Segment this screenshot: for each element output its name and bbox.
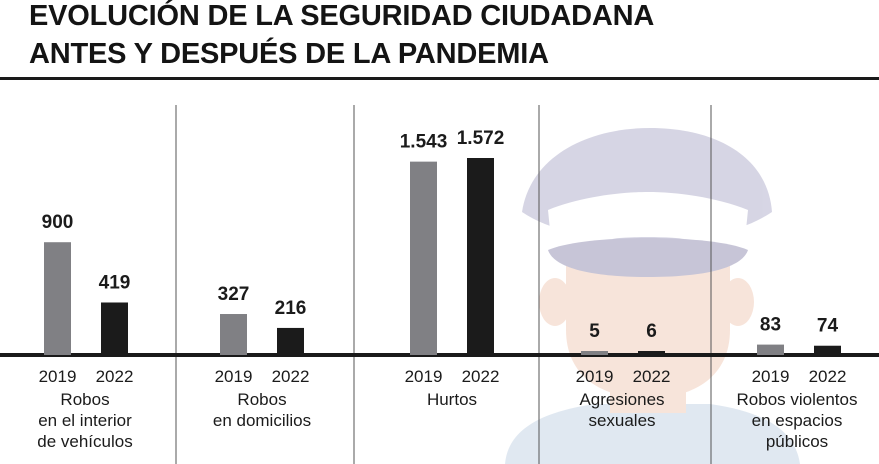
illustration-ear-left — [539, 278, 571, 326]
value-label-5-2022: 74 — [817, 316, 839, 337]
bar-5-2019 — [757, 344, 784, 355]
value-label-2-2022: 216 — [275, 298, 307, 319]
bar-3-2022 — [467, 158, 494, 355]
chart-title-line-1: EVOLUCIÓN DE LA SEGURIDAD CIUDADANA — [29, 0, 655, 32]
value-label-1-2019: 900 — [42, 212, 74, 233]
bar-1-2022 — [101, 302, 128, 355]
year-label-4-2022: 2022 — [633, 367, 671, 386]
bar-2-2019 — [220, 314, 247, 355]
year-label-1-2019: 2019 — [39, 367, 77, 386]
chart-title-line-2: ANTES Y DESPUÉS DE LA PANDEMIA — [29, 38, 549, 70]
year-label-4-2019: 2019 — [576, 367, 614, 386]
value-label-4-2019: 5 — [589, 321, 600, 342]
category-label-5-line-3: públicos — [766, 432, 828, 451]
bar-2-2022 — [277, 327, 304, 355]
illustration-cap-band — [548, 192, 748, 250]
police-officer-illustration — [505, 128, 800, 464]
year-label-5-2019: 2019 — [752, 367, 790, 386]
bars-group — [44, 158, 841, 355]
bar-1-2019 — [44, 242, 71, 355]
category-label-5-line-1: Robos violentos — [737, 390, 858, 409]
bar-4-2019 — [581, 351, 608, 355]
value-label-2-2019: 327 — [218, 284, 250, 305]
category-label-2-line-1: Robos — [237, 390, 286, 409]
value-label-3-2019: 1.543 — [400, 132, 448, 153]
baseline — [0, 353, 879, 357]
value-label-3-2022: 1.572 — [457, 128, 505, 149]
year-label-5-2022: 2022 — [809, 367, 847, 386]
illustration-face — [566, 255, 730, 398]
category-label-5-line-2: en espacios — [752, 411, 843, 430]
bar-4-2022 — [638, 351, 665, 355]
value-label-5-2019: 83 — [760, 315, 781, 336]
year-label-3-2022: 2022 — [462, 367, 500, 386]
category-label-1-line-3: de vehículos — [37, 432, 132, 451]
category-label-4-line-1: Agresiones — [579, 390, 664, 409]
bar-3-2019 — [410, 161, 437, 355]
category-label-1-line-1: Robos — [60, 390, 109, 409]
year-label-2-2019: 2019 — [215, 367, 253, 386]
illustration-shirt — [505, 404, 800, 464]
labels-group: 900 2019 419 2022 Robos en el interior de vehí… — [37, 128, 857, 451]
year-label-2-2022: 2022 — [272, 367, 310, 386]
value-label-4-2022: 6 — [646, 321, 657, 342]
category-label-3-line-1: Hurtos — [427, 390, 477, 409]
title-rule — [0, 77, 879, 80]
bar-5-2022 — [814, 345, 841, 355]
category-label-4-line-2: sexuales — [588, 411, 655, 430]
category-label-2-line-2: en domicilios — [213, 411, 311, 430]
category-dividers — [175, 105, 712, 464]
year-label-3-2019: 2019 — [405, 367, 443, 386]
year-label-1-2022: 2022 — [96, 367, 134, 386]
value-label-1-2022: 419 — [99, 272, 131, 293]
illustration-cap-visor — [548, 238, 748, 277]
category-label-1-line-2: en el interior — [38, 411, 132, 430]
